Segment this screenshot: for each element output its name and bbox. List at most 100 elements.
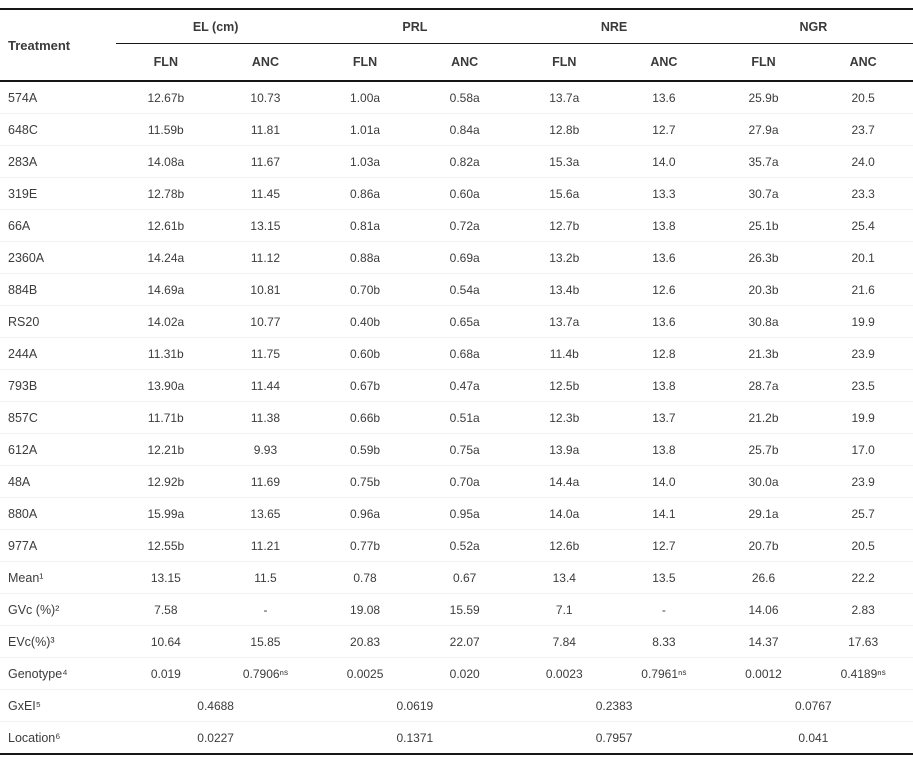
table-row: Location⁶ 0.0227 0.1371 0.7957 0.041: [0, 721, 913, 755]
data-cell: 11.45: [215, 177, 316, 210]
data-cell: 13.6: [614, 305, 714, 338]
data-cell: 0.7961ⁿˢ: [614, 657, 714, 690]
data-cell: 0.60a: [414, 177, 515, 210]
data-cell: 1.03a: [315, 145, 415, 178]
row-label: 977A: [0, 529, 117, 562]
data-cell: 11.5: [215, 561, 316, 594]
data-cell: 0.78: [315, 561, 415, 594]
table-row: 612A 12.21b 9.93 0.59b 0.75a 13.9a 13.8 25.7b 17…: [0, 433, 913, 466]
treatment-results-table: Treatment EL (cm) PRL NRE NGR FLN ANC FL…: [0, 8, 913, 755]
data-cell: 11.59b: [116, 113, 216, 146]
table-row: 880A 15.99a 13.65 0.96a 0.95a 14.0a 14.1 29.1a 2…: [0, 497, 913, 530]
data-cell: 13.6: [614, 241, 714, 274]
table-row: 793B 13.90a 11.44 0.67b 0.47a 12.5b 13.8 28.7a 2…: [0, 369, 913, 402]
data-cell: 0.60b: [315, 337, 415, 370]
row-label: Location⁶: [0, 721, 117, 755]
column-header-anc: ANC: [215, 43, 316, 82]
table-row: 648C 11.59b 11.81 1.01a 0.84a 12.8b 12.7 27.9a 2…: [0, 113, 913, 146]
data-cell: 20.5: [813, 529, 913, 562]
data-cell: 11.75: [215, 337, 316, 370]
data-cell: 0.59b: [315, 433, 415, 466]
data-cell: 10.73: [250, 90, 281, 105]
data-cell: 14.37: [713, 625, 814, 658]
table-row: 2360A 14.24a 11.12 0.88a 0.69a 13.2b 13.6 26.3b…: [0, 241, 913, 274]
data-cell: 14.06: [713, 593, 814, 626]
data-cell: 0.95a: [414, 497, 515, 530]
data-cell: 13.4b: [514, 273, 615, 306]
table-row: 283A 14.08a 11.67 1.03a 0.82a 15.3a 14.0 35.7a 2…: [0, 145, 913, 178]
data-cell: 11.21: [215, 529, 316, 562]
data-cell: 13.65: [215, 497, 316, 530]
data-cell: 19.08: [315, 593, 415, 626]
row-label: RS20: [0, 305, 117, 338]
data-cell: 19.9: [813, 401, 913, 434]
data-cell: 0.69a: [414, 241, 515, 274]
data-cell: 1.00a: [350, 90, 381, 105]
data-cell: 12.6: [614, 273, 714, 306]
data-cell: 12.3b: [514, 401, 615, 434]
row-label: 648C: [0, 113, 117, 146]
data-cell: 0.52a: [414, 529, 515, 562]
data-cell: 21.6: [813, 273, 913, 306]
data-cell: 13.8: [614, 369, 714, 402]
data-cell: 0.0619: [315, 689, 515, 722]
data-cell: 0.4189ⁿˢ: [813, 657, 913, 690]
data-cell: 23.9: [813, 465, 913, 498]
data-cell: 14.0a: [514, 497, 615, 530]
data-cell: 20.1: [813, 241, 913, 274]
data-cell: 25.4: [813, 209, 913, 242]
data-cell: 20.83: [315, 625, 415, 658]
row-label: 793B: [0, 369, 117, 402]
data-cell: 17.63: [813, 625, 913, 658]
data-cell: 13.6: [652, 90, 676, 105]
row-label: GVc (%)²: [0, 593, 117, 626]
data-cell: -: [215, 593, 316, 626]
data-cell: 0.58a: [449, 90, 480, 105]
data-cell: 12.8b: [514, 113, 615, 146]
table-row: 857C 11.71b 11.38 0.66b 0.51a 12.3b 13.7 21.2b 1…: [0, 401, 913, 434]
data-cell: 11.4b: [514, 337, 615, 370]
data-cell: 23.3: [813, 177, 913, 210]
data-cell: 13.4: [514, 561, 615, 594]
row-label: Mean¹: [0, 561, 117, 594]
data-cell: 0.40b: [315, 305, 415, 338]
data-cell: 11.12: [215, 241, 316, 274]
data-cell: 29.1a: [713, 497, 814, 530]
data-cell: 11.71b: [116, 401, 216, 434]
table-row: RS20 14.02a 10.77 0.40b 0.65a 13.7a 13.6 30.8a 1…: [0, 305, 913, 338]
data-cell: 13.8: [614, 433, 714, 466]
data-cell: 9.93: [215, 433, 316, 466]
data-cell: 13.8: [614, 209, 714, 242]
data-cell: 0.86a: [315, 177, 415, 210]
data-cell: 14.02a: [116, 305, 216, 338]
data-cell: 0.66b: [315, 401, 415, 434]
data-cell: 12.6b: [514, 529, 615, 562]
data-cell: 0.70a: [414, 465, 515, 498]
data-cell: 13.7a: [514, 305, 615, 338]
data-cell: 14.4a: [514, 465, 615, 498]
data-cell: -: [614, 593, 714, 626]
data-cell: 11.38: [215, 401, 316, 434]
data-cell: 13.3: [614, 177, 714, 210]
data-cell: 25.7b: [713, 433, 814, 466]
table-row: 48A 12.92b 11.69 0.75b 0.70a 14.4a 14.0 30.0a 23…: [0, 465, 913, 498]
data-cell: 7.1: [514, 593, 615, 626]
data-cell: 13.15: [215, 209, 316, 242]
data-cell: 0.82a: [414, 145, 515, 178]
data-cell: 0.67: [414, 561, 515, 594]
column-group-el: EL (cm): [116, 9, 316, 44]
row-label: EVc(%)³: [0, 625, 117, 658]
data-cell: 13.7a: [549, 90, 580, 105]
data-cell: 7.84: [514, 625, 615, 658]
row-label: 2360A: [0, 241, 117, 274]
data-cell: 22.2: [813, 561, 913, 594]
data-cell: 20.3b: [713, 273, 814, 306]
data-cell: 26.3b: [713, 241, 814, 274]
column-group-nre: NRE: [514, 9, 714, 44]
data-cell: 7.58: [116, 593, 216, 626]
data-cell: 0.51a: [414, 401, 515, 434]
data-cell: 17.0: [813, 433, 913, 466]
data-cell: 15.6a: [514, 177, 615, 210]
column-group-ngr: NGR: [713, 9, 913, 44]
data-cell: 0.81a: [315, 209, 415, 242]
